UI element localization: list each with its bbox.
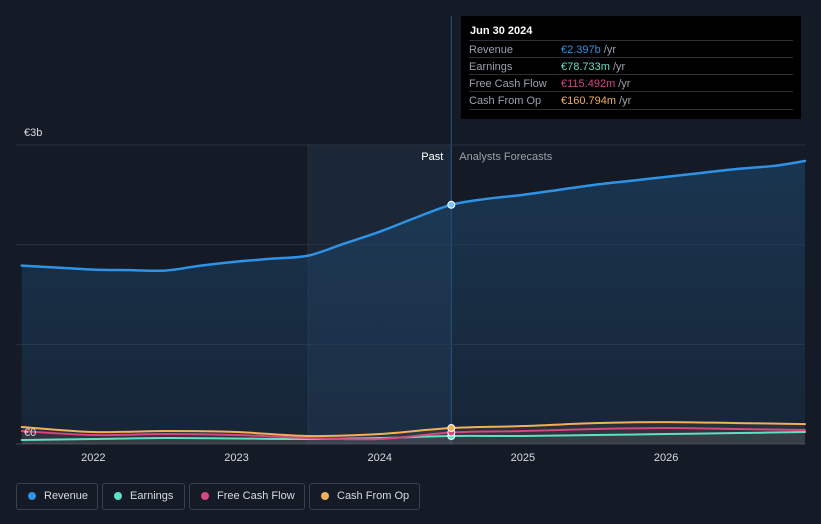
y-tick-label: €0 (24, 427, 36, 439)
legend-item-cash-from-op[interactable]: Cash From Op (309, 483, 420, 510)
forecast-label: Analysts Forecasts (459, 151, 552, 163)
tooltip-value-free-cash-flow: €115.492m (561, 78, 616, 90)
tooltip-label-earnings: Earnings (469, 61, 513, 73)
tooltip-row-earnings: Earnings €78.733m/yr (469, 57, 793, 75)
tooltip-label-free-cash-flow: Free Cash Flow (469, 78, 547, 90)
earnings-line (20, 431, 806, 442)
x-tick-label: 2024 (367, 452, 391, 464)
legend-label: Revenue (44, 490, 89, 502)
tooltip-value-cash-from-op: €160.794m (561, 95, 617, 107)
tooltip-label-revenue: Revenue (469, 44, 514, 56)
legend-dot-icon (201, 492, 209, 500)
tooltip-value-revenue: €2.397b (561, 44, 601, 56)
legend-item-revenue[interactable]: Revenue (16, 483, 98, 510)
free-cash-flow-area (21, 428, 805, 444)
free-cash-flow-line (20, 427, 806, 441)
legend-item-free-cash-flow[interactable]: Free Cash Flow (189, 483, 305, 510)
cash-from-op-line (20, 421, 806, 438)
legend-label: Free Cash Flow (217, 490, 295, 502)
tooltip-unit-cash-from-op: /yr (619, 95, 632, 107)
legend-dot-icon (28, 492, 36, 500)
x-tick-label: 2023 (224, 452, 248, 464)
legend-label: Earnings (130, 490, 174, 502)
tooltip-label-cash-from-op: Cash From Op (469, 95, 542, 107)
legend-dot-icon (114, 492, 122, 500)
y-tick-label: €3b (24, 127, 42, 139)
tooltip-row-free-cash-flow: Free Cash Flow €115.492m/yr (469, 74, 793, 92)
tooltip-value-earnings: €78.733m (561, 61, 610, 73)
cash-from-op-point (447, 424, 456, 433)
legend-dot-icon (321, 492, 329, 500)
x-tick-label: 2022 (81, 452, 105, 464)
tooltip-unit-earnings: /yr (612, 61, 626, 73)
past-label: Past (421, 151, 443, 163)
x-tick-label: 2025 (511, 452, 535, 464)
tooltip-row-revenue: Revenue €2.397b/yr (469, 40, 793, 58)
revenue-point (447, 200, 456, 209)
x-tick-label: 2026 (654, 452, 678, 464)
legend-label: Cash From Op (337, 490, 410, 502)
revenue-area (21, 160, 805, 445)
tooltip-panel: Jun 30 2024 Revenue €2.397b/yr Earnings … (461, 16, 801, 119)
tooltip-unit-free-cash-flow: /yr (618, 78, 631, 90)
tooltip-row-cash-from-op: Cash From Op €160.794m/yr (469, 91, 793, 110)
revenue-line (20, 159, 807, 273)
legend-item-earnings[interactable]: Earnings (102, 483, 185, 510)
tooltip-unit-revenue: /yr (603, 44, 616, 56)
tooltip-date: Jun 30 2024 (470, 25, 533, 37)
